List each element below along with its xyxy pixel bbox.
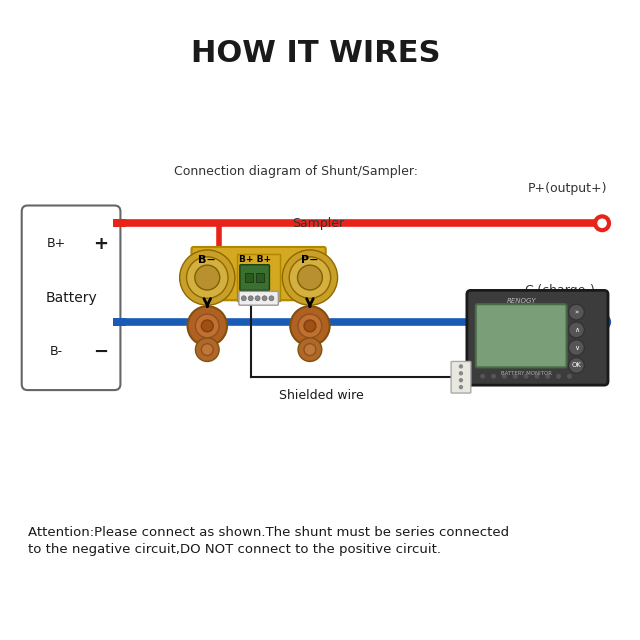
Circle shape: [459, 385, 463, 389]
Circle shape: [248, 296, 253, 301]
Circle shape: [568, 358, 584, 373]
Circle shape: [298, 338, 322, 362]
FancyBboxPatch shape: [191, 247, 326, 300]
Circle shape: [568, 340, 584, 356]
FancyBboxPatch shape: [476, 304, 566, 367]
Circle shape: [195, 314, 219, 338]
Circle shape: [195, 338, 219, 362]
Circle shape: [556, 374, 561, 379]
Circle shape: [298, 265, 323, 290]
Circle shape: [255, 296, 260, 301]
Circle shape: [289, 257, 331, 298]
Circle shape: [545, 374, 550, 379]
Text: BATTERY MONITOR: BATTERY MONITOR: [500, 371, 552, 376]
Circle shape: [459, 371, 463, 376]
Text: OK: OK: [572, 362, 581, 369]
Circle shape: [459, 378, 463, 382]
Circle shape: [534, 374, 540, 379]
Text: ∨: ∨: [574, 344, 579, 351]
Circle shape: [188, 306, 227, 346]
Circle shape: [568, 304, 584, 320]
Circle shape: [202, 344, 213, 356]
Circle shape: [513, 374, 518, 379]
Bar: [244, 273, 253, 282]
Text: Connection diagram of Shunt/Sampler:: Connection diagram of Shunt/Sampler:: [174, 166, 418, 179]
Text: +: +: [93, 235, 108, 253]
Text: HOW IT WIRES: HOW IT WIRES: [191, 39, 440, 68]
FancyBboxPatch shape: [22, 205, 120, 390]
Text: −: −: [93, 342, 108, 360]
Text: Shielded wire: Shielded wire: [279, 388, 364, 401]
Text: B+ B+: B+ B+: [239, 255, 271, 264]
FancyBboxPatch shape: [467, 291, 608, 385]
Circle shape: [180, 250, 235, 305]
Circle shape: [568, 322, 584, 338]
Circle shape: [195, 265, 220, 290]
Circle shape: [567, 374, 572, 379]
Bar: [113, 318, 126, 326]
Circle shape: [269, 296, 274, 301]
Circle shape: [298, 314, 322, 338]
FancyBboxPatch shape: [237, 254, 280, 301]
Text: ∧: ∧: [574, 327, 579, 333]
Circle shape: [304, 320, 316, 332]
Text: B+: B+: [47, 237, 66, 250]
Circle shape: [595, 315, 609, 329]
Circle shape: [524, 374, 529, 379]
FancyBboxPatch shape: [239, 291, 278, 305]
Circle shape: [304, 344, 316, 356]
Text: P-(output- ): P-(output- ): [524, 300, 595, 313]
Text: B−: B−: [198, 255, 216, 265]
Text: »: »: [574, 309, 579, 315]
Circle shape: [282, 250, 337, 305]
Text: to the negative circuit,DO NOT connect to the positive circuit.: to the negative circuit,DO NOT connect t…: [28, 543, 440, 557]
Text: Attention:Please connect as shown.The shunt must be series connected: Attention:Please connect as shown.The sh…: [28, 525, 509, 539]
Circle shape: [502, 374, 507, 379]
Text: P+(output+): P+(output+): [528, 182, 607, 195]
Text: P−: P−: [301, 255, 319, 265]
Circle shape: [491, 374, 496, 379]
Bar: [255, 273, 264, 282]
Circle shape: [241, 296, 246, 301]
Circle shape: [262, 296, 267, 301]
Text: B-: B-: [50, 345, 63, 358]
Text: Battery: Battery: [45, 291, 97, 305]
Text: RENOGY: RENOGY: [506, 298, 536, 304]
Text: C-(charge-): C-(charge-): [524, 284, 595, 297]
Circle shape: [595, 216, 609, 230]
Circle shape: [290, 306, 330, 346]
FancyBboxPatch shape: [451, 362, 471, 393]
FancyBboxPatch shape: [240, 265, 269, 291]
Text: Sampler: Sampler: [292, 217, 344, 230]
Circle shape: [186, 257, 228, 298]
Circle shape: [480, 374, 485, 379]
Bar: [113, 220, 126, 227]
Circle shape: [202, 320, 213, 332]
Circle shape: [459, 364, 463, 369]
